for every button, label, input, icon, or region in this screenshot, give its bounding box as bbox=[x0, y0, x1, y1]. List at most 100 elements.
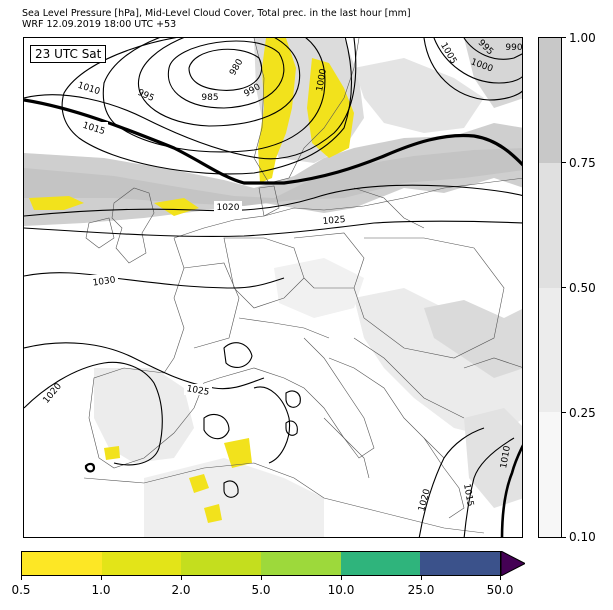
colorbar-tick bbox=[562, 287, 566, 288]
colorbar-tick-label: 0.50 bbox=[569, 281, 596, 295]
colorbar-tick-label: 50.0 bbox=[486, 583, 514, 597]
border-poland bbox=[293, 232, 365, 289]
coastlines bbox=[83, 38, 522, 534]
isobar-low-ne bbox=[463, 38, 522, 60]
coast-ireland bbox=[85, 217, 115, 249]
time-badge: 23 UTC Sat bbox=[30, 45, 107, 63]
cloud-patch-iberia bbox=[94, 368, 194, 463]
isobar-label: 980 bbox=[228, 57, 245, 77]
precip-morocco bbox=[104, 446, 120, 460]
isobar-1030 bbox=[24, 272, 285, 289]
isobar-1020-se bbox=[418, 427, 485, 537]
colorbar-tick bbox=[500, 576, 501, 580]
colorbar-segment bbox=[22, 552, 102, 575]
isobar-1025-iberia bbox=[24, 342, 265, 390]
isobar-small-cell-tyrrhenian bbox=[203, 413, 230, 440]
border-baltic-states bbox=[353, 187, 425, 229]
cloud-cover-layer bbox=[24, 38, 522, 537]
border-eastern-europe bbox=[353, 237, 505, 359]
isobar-1010 bbox=[24, 38, 357, 160]
isobar-italy-contour bbox=[253, 386, 291, 464]
isobar-1005 bbox=[61, 38, 353, 175]
colorbar-tick bbox=[562, 412, 566, 413]
isobar-label: 1020 bbox=[42, 381, 65, 405]
colorbar-tick-label: 0.5 bbox=[11, 583, 31, 597]
isobar-label: 1000 bbox=[315, 68, 329, 93]
isobar-small-cell-alps bbox=[223, 342, 253, 369]
precip-scandinavia bbox=[258, 38, 296, 183]
border-germany bbox=[223, 237, 305, 309]
border-france bbox=[183, 262, 240, 349]
isobar-995 bbox=[137, 38, 301, 127]
cloud-band-inner bbox=[24, 148, 522, 206]
colorbar-tick bbox=[101, 576, 102, 580]
isobar-1015-bold bbox=[24, 98, 522, 185]
colorbar-tick-label: 10.0 bbox=[327, 583, 355, 597]
colorbar-segment bbox=[101, 552, 182, 575]
colorbar-tick bbox=[421, 576, 422, 580]
isobar-label: 1020 bbox=[417, 488, 433, 513]
isobar-1020-center bbox=[24, 184, 522, 217]
coast-north-africa bbox=[83, 462, 485, 534]
colorbar-tick bbox=[21, 576, 22, 580]
isobar-1020-sw bbox=[24, 361, 163, 466]
colorbar-segment bbox=[420, 552, 501, 575]
chart-subtitle: WRF 12.09.2019 18:00 UTC +53 bbox=[22, 19, 177, 30]
isobar-label: 1015 bbox=[461, 483, 475, 507]
map-canvas: 1010 1015 995 985 980 990 1000 1005 995 … bbox=[24, 38, 522, 537]
coast-mediterranean-north bbox=[218, 367, 370, 479]
isobar-label: 1025 bbox=[186, 384, 210, 398]
border-alps bbox=[238, 317, 330, 339]
colorbar-tick bbox=[181, 576, 182, 580]
coast-iberia bbox=[88, 367, 220, 469]
coast-france-biscay bbox=[163, 237, 185, 374]
isobar-label: 1020 bbox=[217, 203, 240, 213]
colorbar-segment bbox=[539, 162, 561, 288]
cloud-patch-northafrica bbox=[144, 458, 324, 537]
isobar-1015-se bbox=[463, 437, 515, 537]
coast-denmark bbox=[258, 185, 280, 217]
isobar-small-cell-iberia bbox=[84, 462, 96, 473]
precip-sardinia bbox=[224, 438, 252, 468]
colorbar-tick bbox=[562, 37, 566, 38]
colorbar-tick-label: 2.0 bbox=[171, 583, 191, 597]
cloud-cover-colorbar bbox=[538, 37, 562, 538]
isobar-small-cell-corsica bbox=[285, 420, 298, 436]
isobar-small-cell-nafrica bbox=[223, 480, 239, 498]
colorbar-tick-label: 0.25 bbox=[569, 406, 596, 420]
precip-algeria bbox=[189, 474, 209, 493]
map-panel: 1010 1015 995 985 980 990 1000 1005 995 … bbox=[23, 37, 523, 538]
colorbar-tick-label: 25.0 bbox=[407, 583, 435, 597]
isobar-990-low bbox=[167, 40, 285, 109]
colorbar-segment bbox=[539, 412, 561, 537]
colorbar-segment bbox=[539, 287, 561, 413]
colorbar-segment bbox=[181, 552, 262, 575]
isobar-small-cell-italy bbox=[285, 390, 301, 408]
isobar-label: 990 bbox=[505, 43, 522, 53]
precip-tunisia bbox=[204, 504, 222, 523]
isobar-985-low bbox=[188, 48, 262, 91]
cloud-patch-ne-corner bbox=[464, 38, 522, 108]
coast-black-sea bbox=[463, 357, 522, 369]
chart-title: Sea Level Pressure [hPa], Mid-Level Clou… bbox=[22, 8, 411, 19]
colorbar-segment bbox=[340, 552, 421, 575]
cloud-patch-balkans bbox=[354, 288, 522, 438]
isobar-1025-center bbox=[24, 220, 522, 237]
coast-greece bbox=[423, 437, 465, 519]
isobar-1010-east bbox=[500, 444, 522, 537]
coast-italy bbox=[303, 337, 375, 459]
colorbar-tick bbox=[261, 576, 262, 580]
colorbar-tick-label: 0.10 bbox=[569, 530, 596, 544]
isobar-1005-ne bbox=[423, 38, 522, 101]
colorbar-tick-label: 1.00 bbox=[569, 31, 596, 45]
colorbar-tick-label: 1.0 bbox=[91, 583, 111, 597]
colorbar-segment bbox=[261, 552, 341, 575]
cloud-patch-northeast bbox=[354, 58, 484, 133]
colorbar-tick bbox=[562, 537, 566, 538]
isobars bbox=[24, 38, 522, 537]
colorbar-tick-label: 5.0 bbox=[251, 583, 271, 597]
colorbar-tick bbox=[341, 576, 342, 580]
coast-adriatic bbox=[328, 357, 445, 459]
colorbar-tick-label: 0.75 bbox=[569, 156, 596, 170]
colorbar-extend-arrow bbox=[501, 551, 525, 576]
